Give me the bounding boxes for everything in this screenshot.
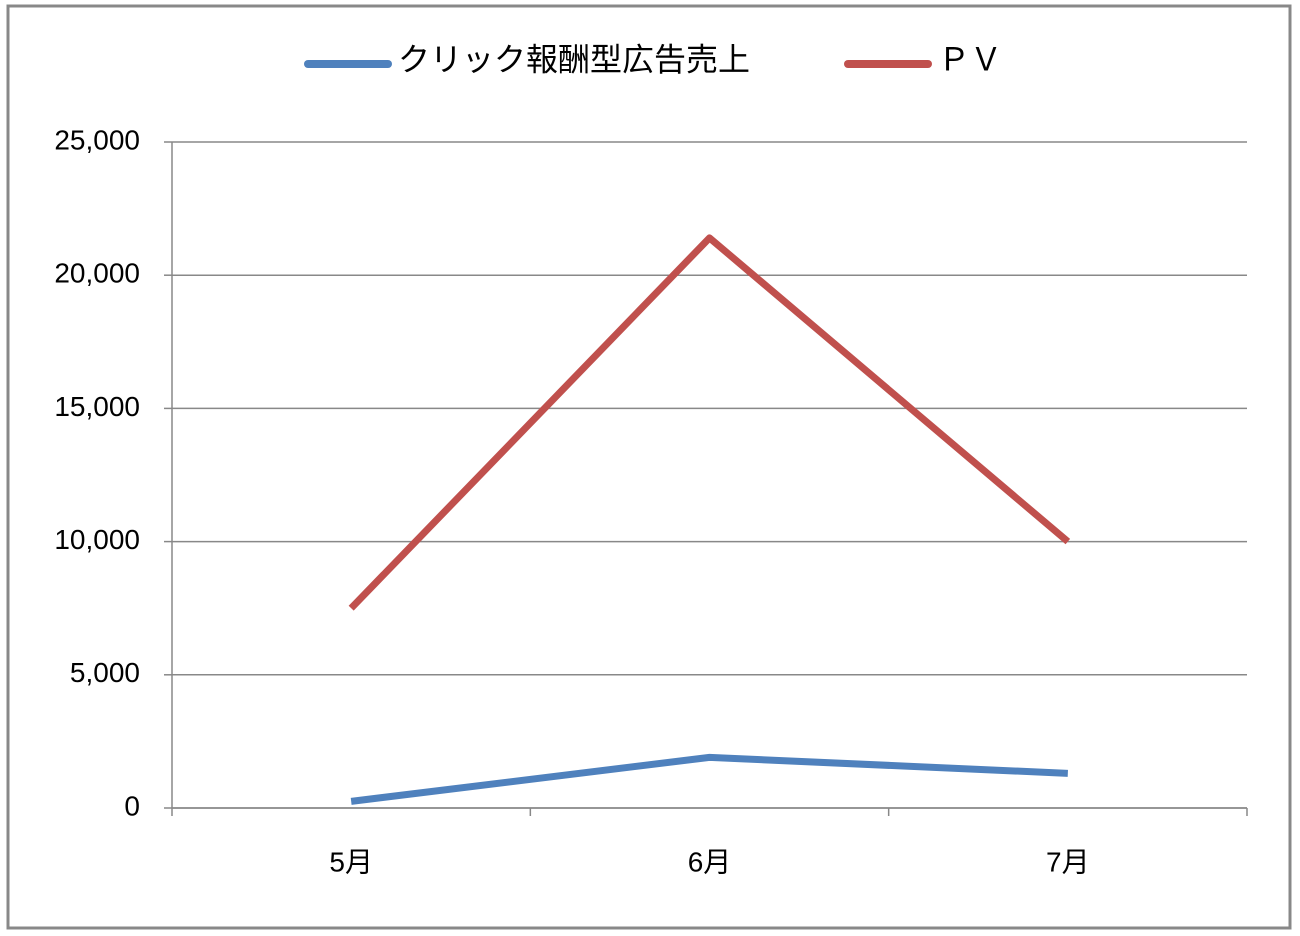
x-tick-label: 5月 bbox=[329, 846, 373, 877]
legend-label: ＰＶ bbox=[938, 41, 1002, 77]
x-tick-label: 7月 bbox=[1046, 846, 1090, 877]
y-tick-label: 15,000 bbox=[54, 391, 140, 422]
y-tick-label: 10,000 bbox=[54, 524, 140, 555]
chart-frame bbox=[6, 4, 1292, 930]
series-line bbox=[350, 753, 1068, 805]
x-tick-label: 6月 bbox=[688, 846, 732, 877]
y-tick-label: 5,000 bbox=[70, 657, 140, 688]
y-tick-label: 0 bbox=[124, 790, 140, 821]
legend-label: クリック報酬型広告売上 bbox=[398, 41, 750, 77]
y-tick-label: 20,000 bbox=[54, 258, 140, 289]
y-tick-label: 25,000 bbox=[54, 124, 140, 155]
series-line bbox=[348, 234, 1071, 611]
